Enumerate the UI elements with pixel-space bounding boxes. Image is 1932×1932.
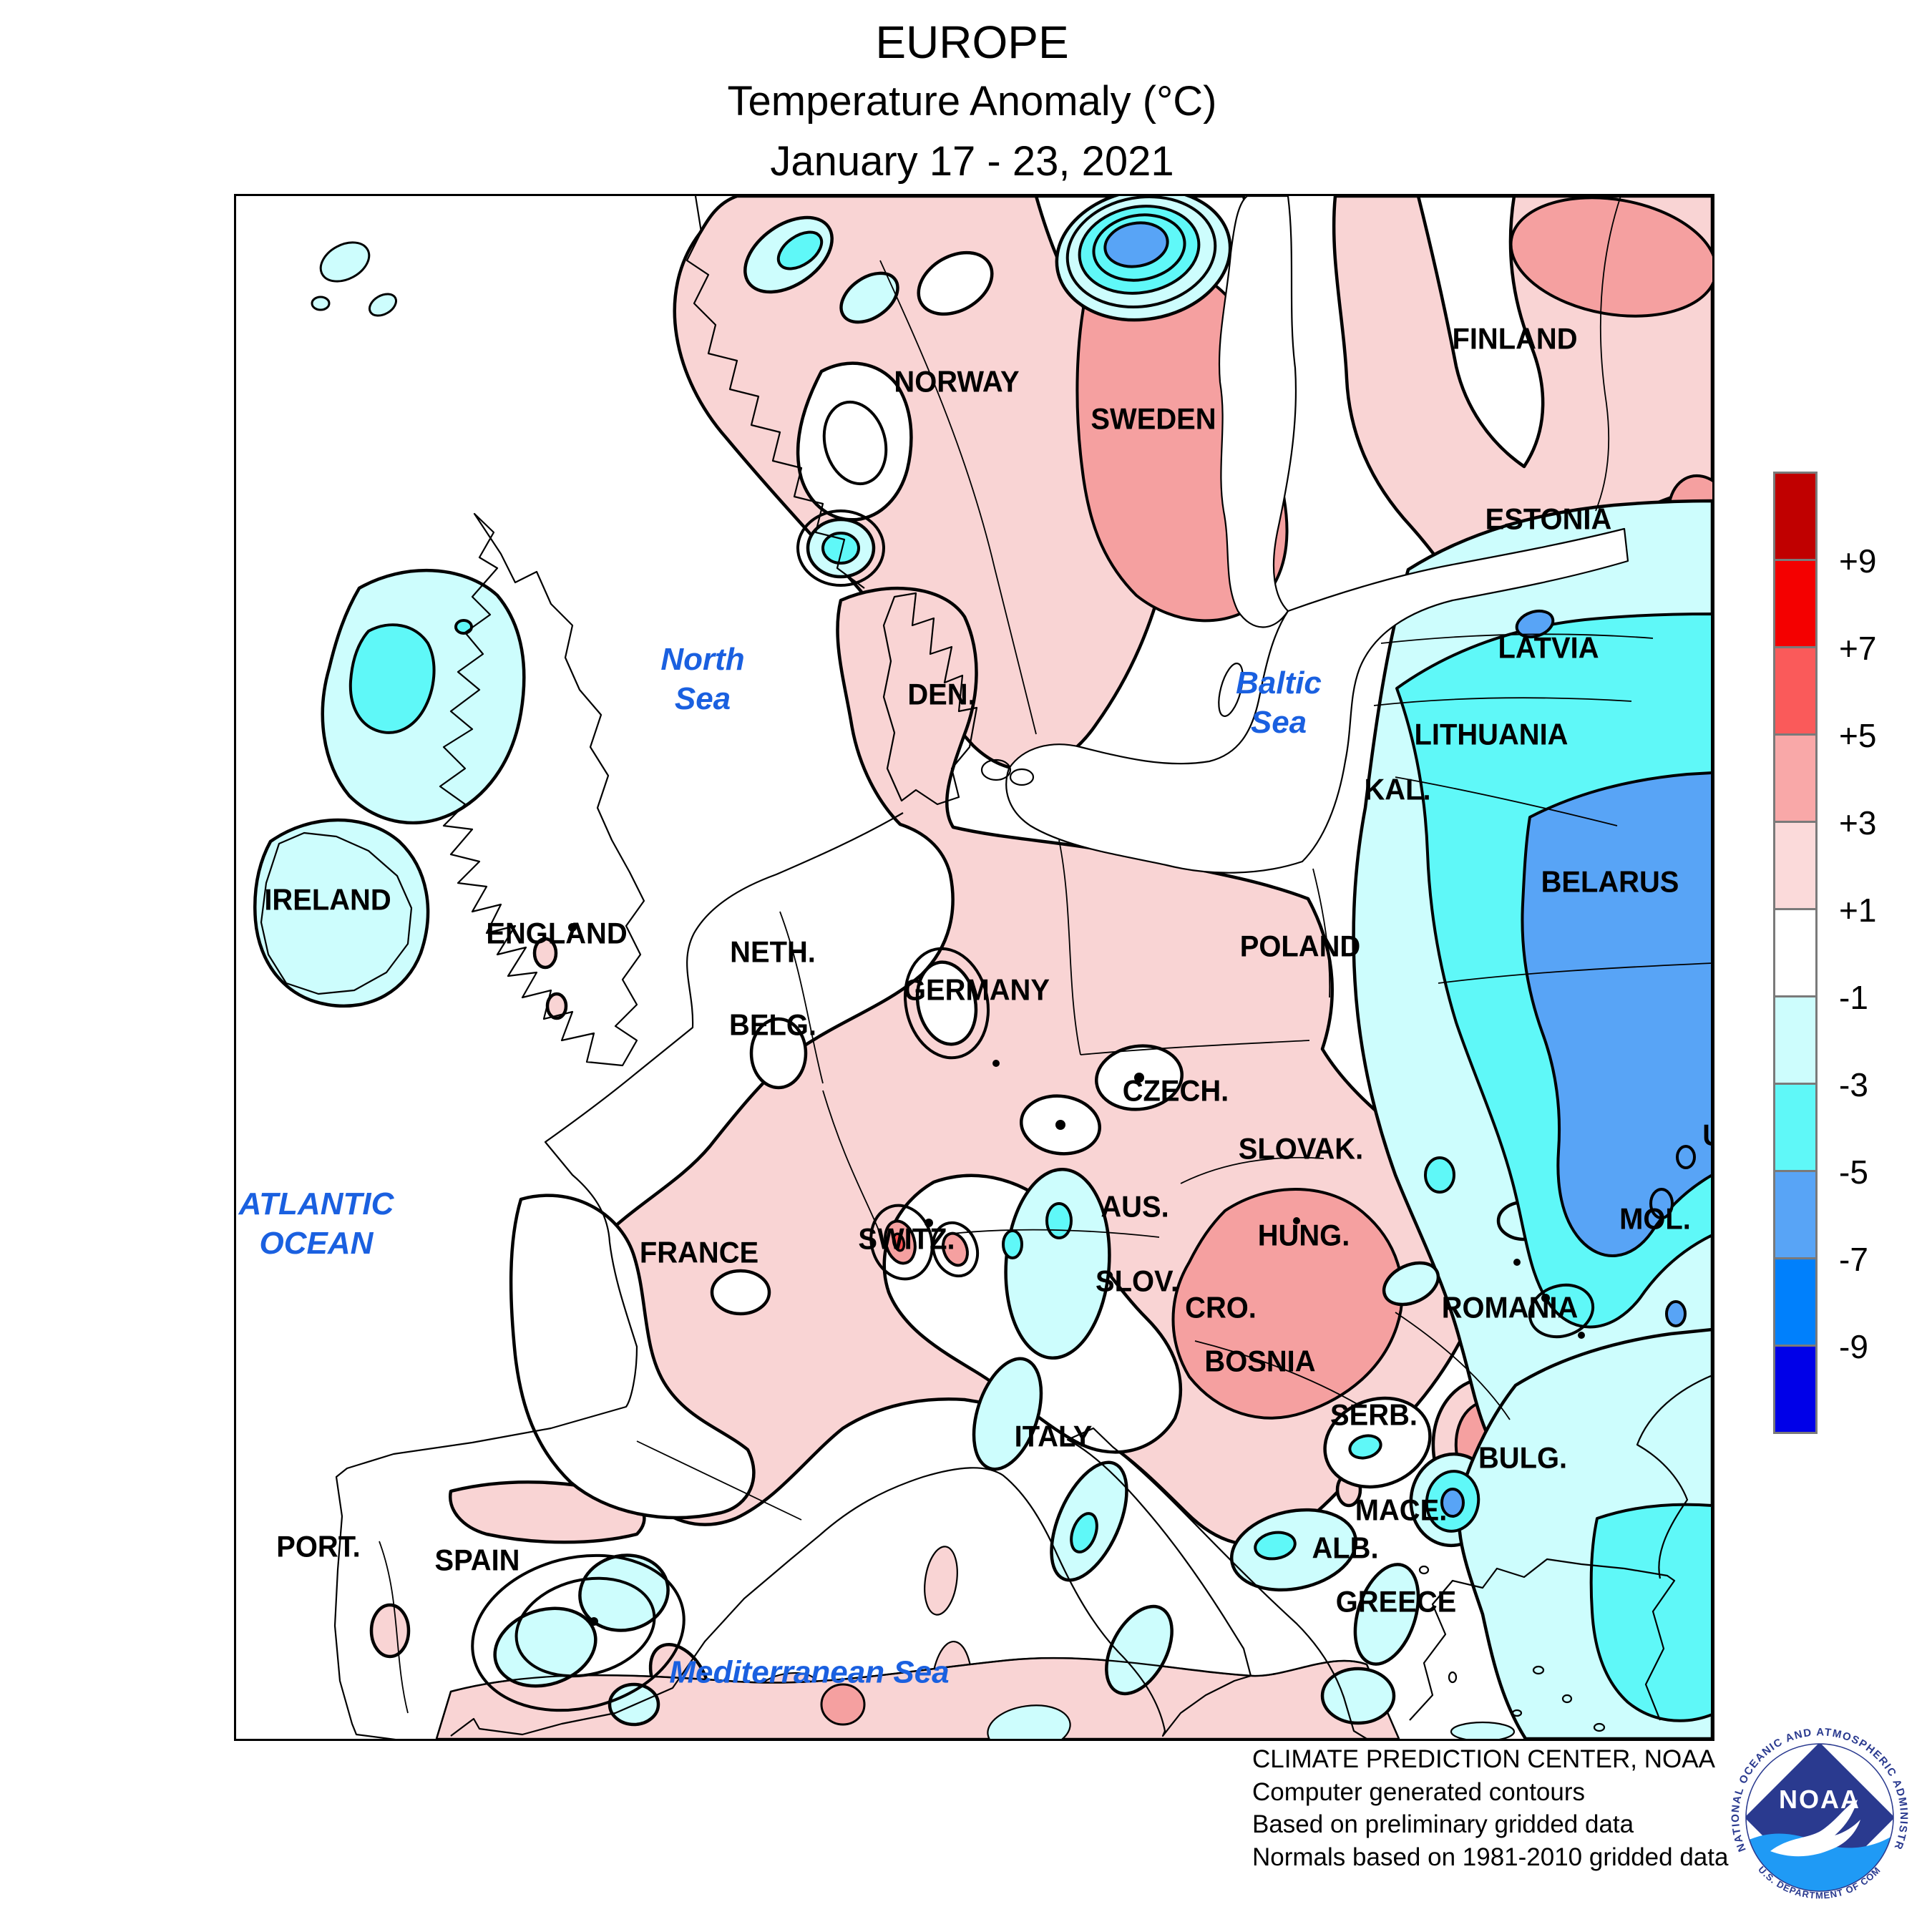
map-label-france: FRANCE: [639, 1235, 759, 1269]
map-label-slovak: SLOVAK.: [1238, 1131, 1364, 1166]
region-turkey-cyan-core: [1589, 1503, 1712, 1722]
colorbar-block-10: [1773, 1345, 1818, 1434]
colorbar-blocks: [1773, 472, 1818, 1434]
map-label-mace: MACE.: [1355, 1493, 1448, 1527]
credits-block: CLIMATE PREDICTION CENTER, NOAA Computer …: [1252, 1743, 1728, 1873]
noaa-logo: NOAA NATIONAL OCEANIC AND ATMOSPHERIC AD…: [1723, 1721, 1913, 1911]
map-label-czech: CZECH.: [1122, 1073, 1229, 1108]
europe-anomaly-map: NORWAY SWEDEN FINLAND ESTONIA LATVIA LITHUANI…: [234, 194, 1714, 1741]
coast-continent-west: [333, 812, 904, 1739]
map-label-belarus: BELARUS: [1541, 864, 1679, 899]
region-arctic-bullseye-core: [1103, 221, 1169, 268]
map-label-cro: CRO.: [1185, 1290, 1257, 1324]
region-belarus-blue: [1521, 771, 1712, 1257]
map-label-alb: ALB.: [1312, 1531, 1379, 1565]
sea-label-baltic-sea: Baltic Sea: [1236, 665, 1322, 740]
coast-ireland: [260, 831, 413, 995]
sea-label-mediterranean-sea: Mediterranean Sea: [669, 1654, 950, 1690]
contour-point-dots: [568, 923, 1585, 1626]
colorbar-label-7: -7: [1839, 1241, 1868, 1278]
coast-africa: [435, 1657, 1367, 1739]
credit-line-3: Based on preliminary gridded data: [1252, 1810, 1634, 1838]
anomaly-fills-blue: [1103, 221, 1712, 1518]
sea-shapes: [1005, 196, 1629, 874]
map-label-romania: ROMANIA: [1441, 1290, 1579, 1324]
map-label-england: ENGLAND: [486, 916, 628, 950]
map-label-latvia: LATVIA: [1498, 630, 1599, 665]
region-scotland-cyan-core: [348, 623, 436, 734]
credit-line-4: Normals based on 1981-2010 gridded data: [1252, 1843, 1729, 1871]
map-label-lithuania: LITHUANIA: [1414, 717, 1568, 751]
baltic-sea-shape: [1005, 527, 1629, 874]
sea-label-atlantic-ocean: ATLANTIC OCEAN: [238, 1186, 394, 1261]
map-label-hung: HUNG.: [1257, 1218, 1350, 1252]
map-label-spain: SPAIN: [434, 1543, 520, 1577]
anomaly-colorbar: [1773, 472, 1818, 1434]
map-label-bosnia: BOSNIA: [1204, 1344, 1316, 1378]
colorbar-label-1: +1: [1839, 892, 1877, 929]
colorbar-block-8: [1773, 1170, 1818, 1259]
colorbar-block-4: [1773, 821, 1818, 910]
map-label-belg: BELG.: [729, 1008, 816, 1042]
anomaly-contour-art: [253, 196, 1712, 1739]
map-label-ireland: IRELAND: [264, 882, 391, 917]
coast-jutland: [882, 592, 978, 806]
colorbar-label-5: +5: [1839, 717, 1877, 754]
page-title: EUROPE: [875, 16, 1069, 68]
page-subtitle: Temperature Anomaly (°C): [727, 78, 1217, 125]
map-label-ukr: UKR.: [1702, 1116, 1712, 1153]
colorbar-block-6: [1773, 995, 1818, 1085]
coast-norway-west: [686, 196, 865, 589]
map-label-germany: GERMANY: [904, 972, 1050, 1007]
colorbar-label-9: -9: [1839, 1328, 1868, 1365]
sea-label-north-sea: North Sea: [660, 642, 745, 716]
gulf-of-bothnia: [1218, 196, 1297, 628]
noaa-seagull-icon: [1770, 1800, 1860, 1857]
country-borders: [379, 196, 1712, 1714]
colorbar-label-5: -5: [1839, 1153, 1868, 1191]
colorbar-label-3: +3: [1839, 804, 1877, 841]
map-label-poland: POLAND: [1239, 929, 1361, 963]
coast-spain-south: [450, 1427, 1367, 1739]
map-label-switz: SWITZ.: [858, 1221, 955, 1256]
credit-line-2: Computer generated contours: [1252, 1777, 1585, 1806]
map-label-kal: KAL.: [1364, 772, 1431, 806]
map-label-port: PORT.: [276, 1529, 361, 1563]
colorbar-block-5: [1773, 908, 1818, 997]
colorbar-block-1: [1773, 559, 1818, 648]
colorbar-block-7: [1773, 1083, 1818, 1172]
region-hungary-salmon: [1171, 1188, 1404, 1420]
colorbar-label-7: +7: [1839, 630, 1877, 667]
map-label-greece: GREECE: [1335, 1584, 1457, 1619]
map-label-estonia: ESTONIA: [1485, 502, 1612, 536]
colorbar-label-9: +9: [1839, 542, 1877, 580]
map-label-serb: SERB.: [1330, 1397, 1418, 1432]
map-label-den: DEN.: [907, 677, 976, 711]
map-label-slov: SLOV.: [1095, 1264, 1179, 1298]
map-label-aus: AUS.: [1101, 1189, 1169, 1224]
colorbar-block-9: [1773, 1257, 1818, 1347]
region-ireland-pale-cyan: [253, 818, 430, 1008]
page-date-range: January 17 - 23, 2021: [770, 138, 1174, 185]
credit-line-1: CLIMATE PREDICTION CENTER, NOAA: [1252, 1745, 1715, 1773]
colorbar-block-2: [1773, 646, 1818, 736]
colorbar-block-0: [1773, 472, 1818, 561]
map-label-italy: ITALY: [1014, 1419, 1093, 1453]
colorbar-label-3: -3: [1839, 1066, 1868, 1103]
extra-contour-rings: [471, 196, 1595, 1712]
map-label-neth: NETH.: [730, 935, 816, 969]
coast-great-britain: [439, 512, 645, 1067]
coast-aegean: [1409, 1558, 1676, 1721]
noaa-wordmark: NOAA: [1779, 1785, 1860, 1814]
map-label-bulg: BULG.: [1478, 1440, 1568, 1475]
colorbar-block-3: [1773, 733, 1818, 823]
map-label-sweden: SWEDEN: [1091, 401, 1216, 436]
coast-black-sea: [1636, 1374, 1712, 1579]
map-label-norway: NORWAY: [894, 364, 1020, 399]
colorbar-label-1: -1: [1839, 979, 1868, 1016]
coastlines: [260, 196, 1712, 1739]
map-label-finland: FINLAND: [1452, 321, 1578, 356]
map-label-mol: MOL.: [1619, 1201, 1691, 1236]
